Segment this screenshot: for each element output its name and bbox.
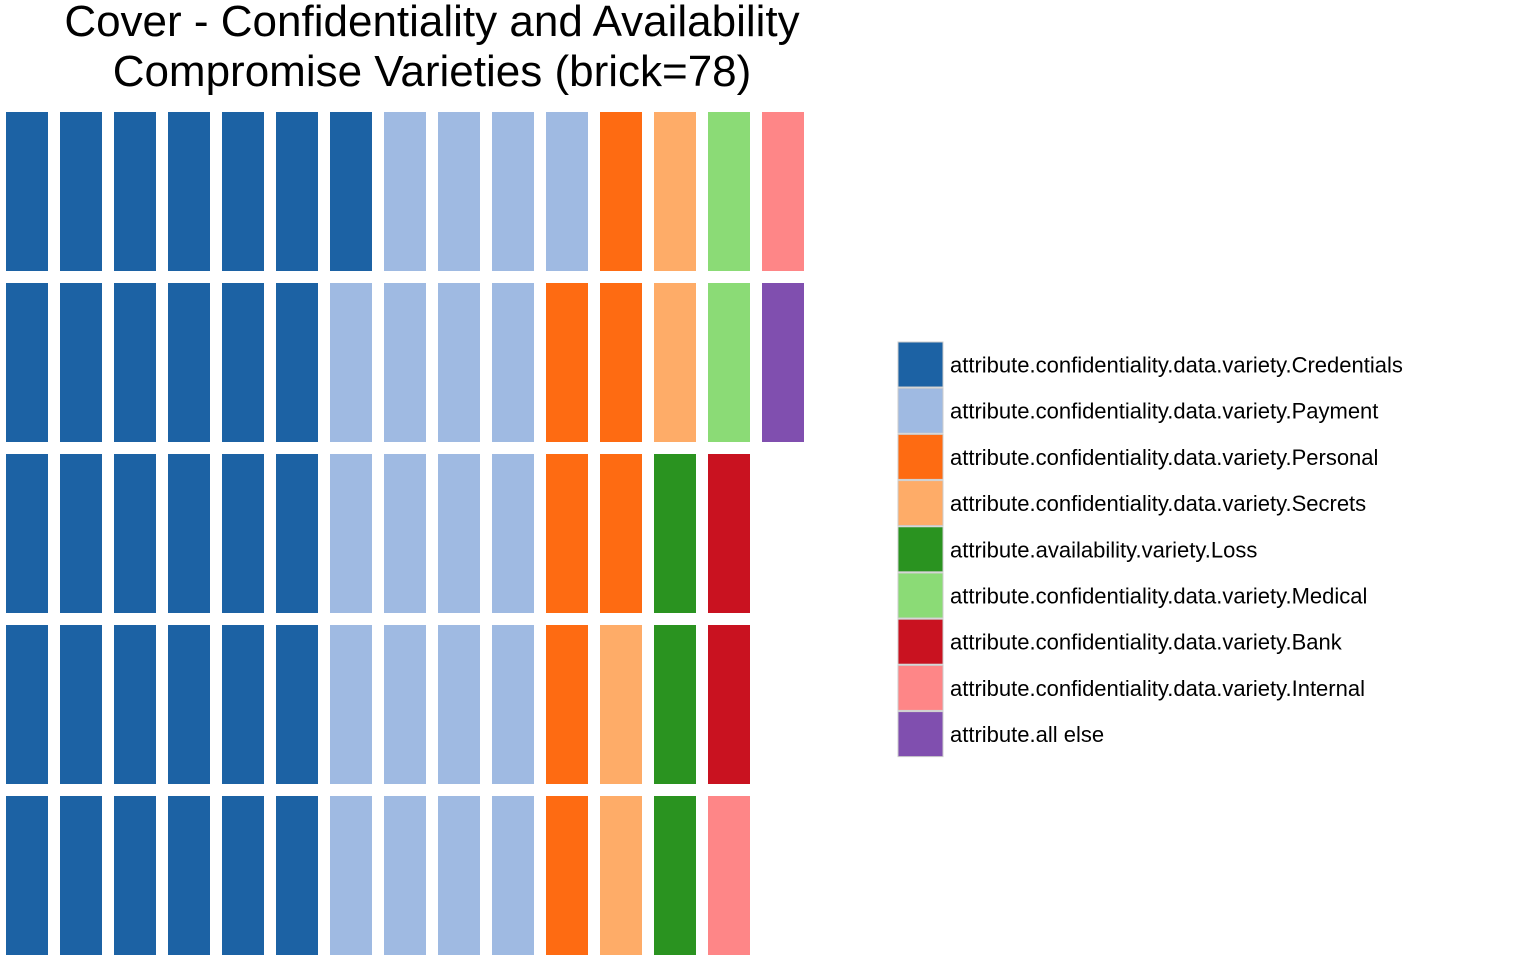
brick	[168, 625, 210, 784]
legend-key	[897, 341, 944, 388]
legend-key	[897, 572, 944, 619]
brick	[600, 625, 642, 784]
chart-title-line-2: Compromise Varieties (brick=78)	[113, 47, 752, 96]
brick	[546, 283, 588, 442]
brick	[654, 625, 696, 784]
legend-key	[897, 387, 944, 434]
legend-label: attribute.availability.variety.Loss	[950, 537, 1257, 562]
brick	[654, 796, 696, 955]
brick	[438, 112, 480, 271]
brick	[708, 283, 750, 442]
brick	[438, 454, 480, 613]
brick	[114, 454, 156, 613]
brick	[762, 112, 804, 271]
brick	[6, 112, 48, 271]
brick	[600, 796, 642, 955]
legend-label: attribute.confidentiality.data.variety.M…	[950, 584, 1367, 609]
brick	[114, 283, 156, 442]
brick	[438, 625, 480, 784]
brick	[60, 454, 102, 613]
chart-title-line-1: Cover - Confidentiality and Availability	[64, 0, 799, 46]
brick	[708, 796, 750, 955]
brick	[492, 796, 534, 955]
brick	[168, 796, 210, 955]
brick	[384, 454, 426, 613]
brick	[762, 283, 804, 442]
waffle-grid	[6, 112, 804, 955]
chart-title: Cover - Confidentiality and Availability…	[64, 0, 799, 96]
brick	[384, 796, 426, 955]
brick	[222, 454, 264, 613]
brick	[114, 625, 156, 784]
brick	[384, 283, 426, 442]
brick	[276, 454, 318, 613]
brick	[276, 112, 318, 271]
brick	[546, 112, 588, 271]
brick	[654, 454, 696, 613]
brick	[168, 454, 210, 613]
brick	[546, 796, 588, 955]
brick	[600, 283, 642, 442]
brick	[60, 283, 102, 442]
brick	[546, 454, 588, 613]
legend-label: attribute.confidentiality.data.variety.P…	[950, 445, 1378, 470]
brick	[384, 112, 426, 271]
legend-label: attribute.all else	[950, 722, 1104, 747]
brick	[60, 625, 102, 784]
brick	[114, 112, 156, 271]
brick	[168, 112, 210, 271]
brick	[222, 796, 264, 955]
brick	[114, 796, 156, 955]
brick	[330, 796, 372, 955]
brick	[60, 796, 102, 955]
brick	[438, 283, 480, 442]
legend-key	[897, 433, 944, 480]
brick	[492, 625, 534, 784]
brick	[438, 796, 480, 955]
brick	[708, 454, 750, 613]
brick	[492, 112, 534, 271]
brick	[330, 283, 372, 442]
brick	[330, 625, 372, 784]
brick	[168, 283, 210, 442]
legend-key	[897, 664, 944, 711]
brick	[654, 283, 696, 442]
brick	[222, 112, 264, 271]
legend-label: attribute.confidentiality.data.variety.C…	[950, 353, 1403, 378]
brick	[546, 625, 588, 784]
brick	[276, 625, 318, 784]
brick	[6, 454, 48, 613]
brick	[600, 454, 642, 613]
brick	[708, 112, 750, 271]
brick	[6, 625, 48, 784]
brick	[222, 283, 264, 442]
brick	[60, 112, 102, 271]
legend-label: attribute.confidentiality.data.variety.S…	[950, 491, 1366, 516]
legend-key	[897, 618, 944, 665]
brick	[600, 112, 642, 271]
brick	[6, 283, 48, 442]
brick	[330, 112, 372, 271]
legend-label: attribute.confidentiality.data.variety.P…	[950, 399, 1378, 424]
legend: attribute.confidentiality.data.variety.C…	[897, 341, 1403, 758]
brick	[384, 625, 426, 784]
legend-key	[897, 711, 944, 758]
legend-key	[897, 526, 944, 573]
brick	[492, 454, 534, 613]
legend-key	[897, 480, 944, 527]
brick	[276, 283, 318, 442]
brick	[330, 454, 372, 613]
legend-label: attribute.confidentiality.data.variety.I…	[950, 676, 1365, 701]
brick	[708, 625, 750, 784]
legend-label: attribute.confidentiality.data.variety.B…	[950, 630, 1343, 655]
brick	[492, 283, 534, 442]
brick	[6, 796, 48, 955]
brick	[276, 796, 318, 955]
brick	[654, 112, 696, 271]
brick	[222, 625, 264, 784]
